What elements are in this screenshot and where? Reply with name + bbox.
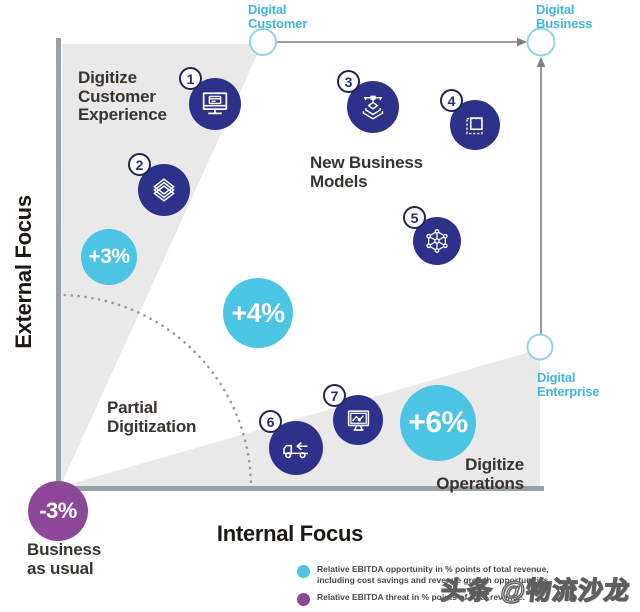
opportunity-dot-icon <box>297 565 310 578</box>
hex-network-icon <box>426 229 448 253</box>
threat-bubble-business-as-usual: -3% <box>28 481 88 541</box>
legend: Relative EBITDA opportunity in % points … <box>297 564 551 612</box>
legend-row-threat: Relative EBITDA threat in % points of to… <box>297 592 551 607</box>
digital-customer-label: Digital Customer <box>248 2 308 32</box>
nested-squares-icon <box>466 117 483 135</box>
digital-enterprise-node <box>526 333 554 361</box>
y-axis-line <box>56 38 61 490</box>
region-new-business-models: New Business Models <box>310 153 423 191</box>
item-circle-digitize-customer-experience-2: 2 <box>128 153 190 216</box>
layered-diamonds-icon <box>153 178 175 202</box>
x-axis-line <box>54 486 544 491</box>
digital-enterprise-label: Digital Enterprise <box>537 370 600 400</box>
digital-business-node <box>526 27 556 57</box>
region-digitize-customer-experience: Digitize Customer Experience <box>78 68 167 125</box>
item-circle-new-business-models-4: 4 <box>440 89 500 150</box>
region-digitize-operations: Digitize Operations <box>436 455 524 493</box>
item-circle-digitize-operations-6: 6 <box>259 410 323 475</box>
legend-row-opportunity: Relative EBITDA opportunity in % points … <box>297 564 551 586</box>
item-circle-digitize-customer-experience: 1 <box>179 67 241 130</box>
item-number-badge: 5 <box>403 206 426 229</box>
region-partial-digitization: Partial Digitization <box>107 398 197 436</box>
monitor-chart-icon <box>347 409 369 431</box>
item-number-badge: 3 <box>337 70 360 93</box>
region-business-as-usual: Business as usual <box>27 540 101 578</box>
item-circle-digitize-operations-7: 7 <box>323 384 383 445</box>
monitor-card-icon <box>202 92 228 115</box>
y-axis-label: External Focus <box>11 195 36 349</box>
item-number-badge: 2 <box>128 153 151 176</box>
item-circle-new-business-models-3: 3 <box>337 70 399 133</box>
legend-threat-text: Relative EBITDA threat in % points of to… <box>317 592 525 603</box>
customer-experience-wedge <box>60 44 262 487</box>
item-number-badge: 7 <box>323 384 346 407</box>
threat-dot-icon <box>297 593 310 607</box>
item-number-badge: 1 <box>179 67 202 90</box>
item-number-badge: 4 <box>440 89 463 112</box>
item-circle-new-business-models-5: 5 <box>403 206 461 265</box>
watermark: 头条 @物流沙龙 <box>439 576 633 605</box>
partial-digitization-arc <box>56 293 253 490</box>
opportunity-bubble-digitize-operations: +6% <box>400 385 476 461</box>
up-arrowhead-icon <box>536 57 546 67</box>
right-arrowhead-icon <box>517 37 527 47</box>
drone-pyramid-icon <box>362 95 384 120</box>
opportunity-bubble-customer-experience: +3% <box>81 229 137 285</box>
digital-business-label: Digital Business <box>536 2 593 32</box>
truck-icon <box>283 442 308 459</box>
item-number-badge: 6 <box>259 410 282 433</box>
x-axis-label: Internal Focus <box>216 521 364 546</box>
digital-customer-node <box>249 28 277 56</box>
opportunity-bubble-new-business-models: +4% <box>223 278 293 348</box>
legend-opportunity-text: Relative EBITDA opportunity in % points … <box>317 564 551 586</box>
